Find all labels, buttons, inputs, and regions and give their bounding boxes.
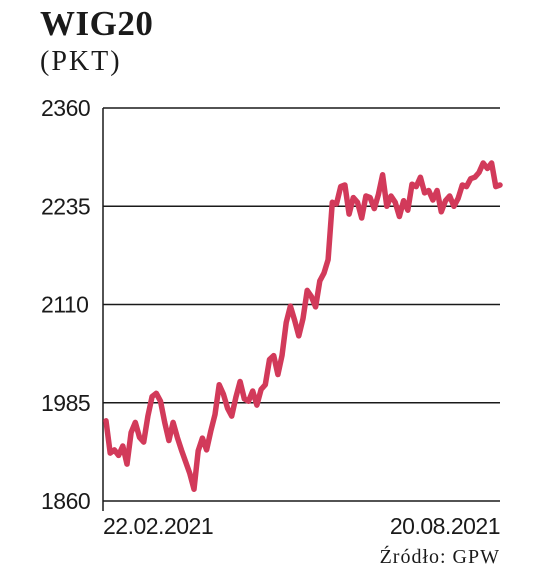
y-tick-label: 1860 (41, 488, 90, 514)
y-tick-label: 2235 (41, 193, 90, 219)
y-axis-ticks: 1860 1985 2110 2235 2360 (41, 95, 91, 514)
gridlines (102, 107, 500, 511)
x-tick-label-start: 22.02.2021 (103, 513, 213, 539)
series-line (103, 160, 503, 492)
source-note: Źródło: GPW (379, 546, 500, 568)
y-tick-label: 2110 (41, 292, 88, 318)
chart-title: WIG20 (40, 4, 154, 43)
y-tick-label: 2360 (41, 95, 90, 121)
series-layer (103, 160, 503, 492)
unit-label: (PKT) (40, 46, 122, 77)
x-axis-ticks: 22.02.2021 20.08.2021 (103, 513, 501, 539)
x-tick-label-end: 20.08.2021 (390, 513, 500, 539)
y-tick-label: 1985 (41, 390, 90, 416)
